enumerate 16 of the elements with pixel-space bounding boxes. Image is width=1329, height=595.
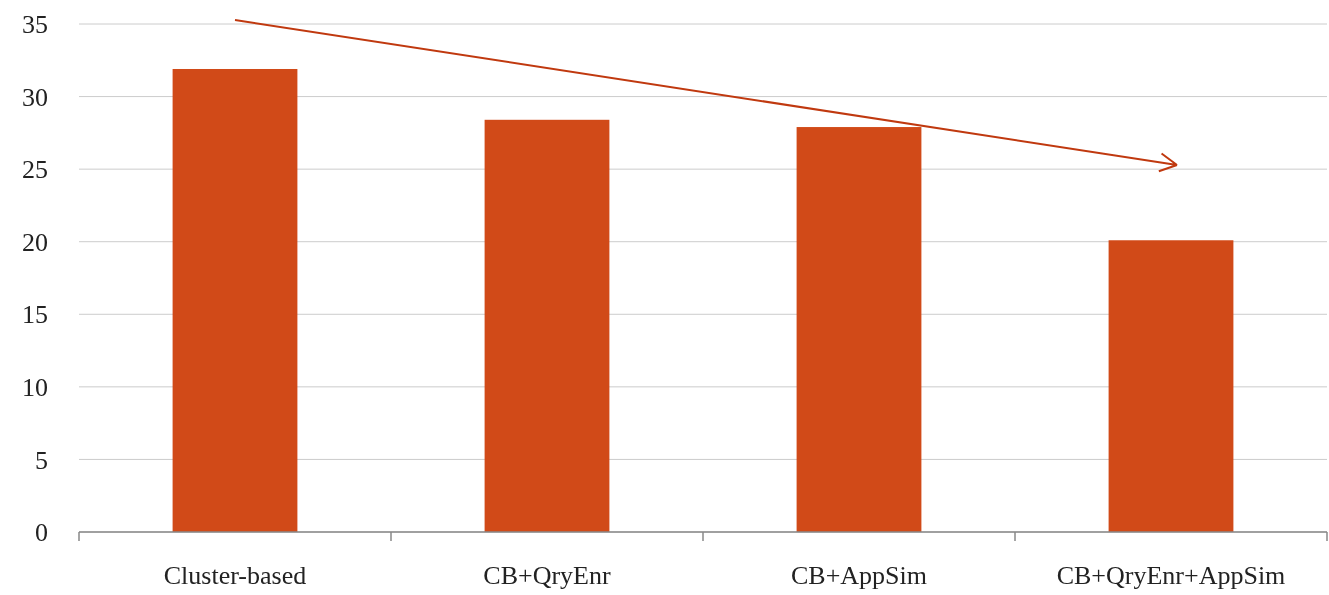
x-tick-label: CB+QryEnr+AppSim xyxy=(1056,561,1286,590)
bar xyxy=(796,127,922,532)
y-tick-label: 30 xyxy=(22,82,48,112)
bar xyxy=(1108,240,1234,532)
y-tick-label: 35 xyxy=(22,10,48,40)
y-tick-label: 15 xyxy=(22,300,48,330)
bar xyxy=(172,68,298,532)
x-tick-label: CB+AppSim xyxy=(790,561,928,590)
y-tick-label: 0 xyxy=(35,518,48,548)
x-tick-label: Cluster-based xyxy=(163,561,307,590)
y-tick-label: 10 xyxy=(22,372,48,402)
x-tick-label: CB+QryEnr xyxy=(483,561,611,590)
y-tick-label: 20 xyxy=(22,227,48,257)
bar xyxy=(484,119,610,532)
y-tick-label: 25 xyxy=(22,155,48,185)
y-tick-label: 5 xyxy=(35,445,48,475)
